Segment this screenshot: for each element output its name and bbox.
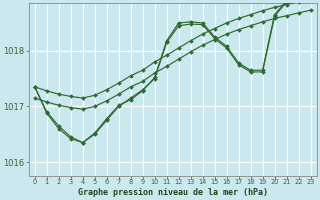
X-axis label: Graphe pression niveau de la mer (hPa): Graphe pression niveau de la mer (hPa) — [78, 188, 268, 197]
